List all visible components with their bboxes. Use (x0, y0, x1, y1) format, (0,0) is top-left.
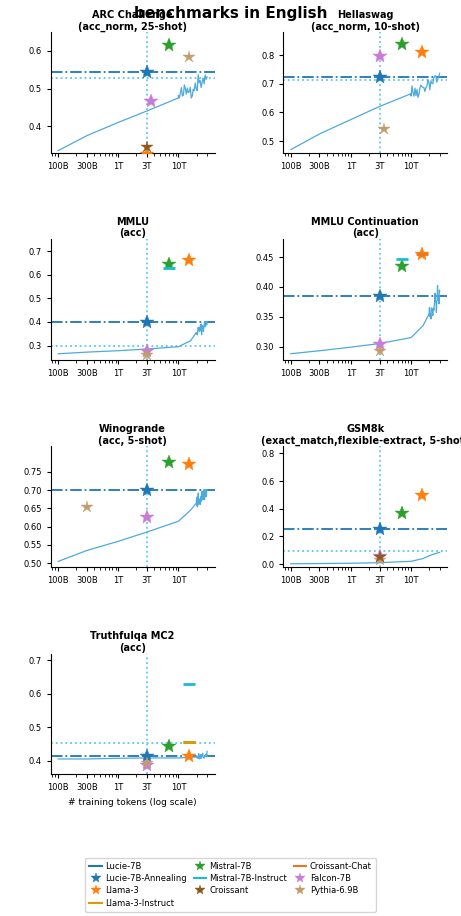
Title: ARC Challenge
(acc_norm, 25-shot): ARC Challenge (acc_norm, 25-shot) (78, 10, 187, 31)
Title: Winogrande
(acc, 5-shot): Winogrande (acc, 5-shot) (98, 424, 167, 445)
Legend: Lucie-7B, Lucie-7B-Annealing, Llama-3, Llama-3-Instruct, Mistral-7B, Mistral-7B-: Lucie-7B, Lucie-7B-Annealing, Llama-3, L… (85, 857, 376, 911)
Title: MMLU Continuation
(acc): MMLU Continuation (acc) (312, 217, 419, 238)
Title: MMLU
(acc): MMLU (acc) (116, 217, 149, 238)
Title: Truthfulqa MC2
(acc): Truthfulqa MC2 (acc) (90, 631, 175, 653)
Title: GSM8k
(exact_match,flexible-extract, 5-shot): GSM8k (exact_match,flexible-extract, 5-s… (261, 424, 461, 446)
X-axis label: # training tokens (log scale): # training tokens (log scale) (68, 798, 197, 807)
Text: benchmarks in English: benchmarks in English (134, 6, 327, 21)
Title: Hellaswag
(acc_norm, 10-shot): Hellaswag (acc_norm, 10-shot) (311, 10, 420, 31)
